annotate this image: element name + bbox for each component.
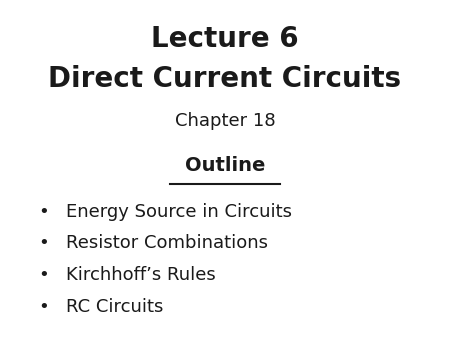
- Text: •: •: [38, 266, 49, 284]
- Text: Direct Current Circuits: Direct Current Circuits: [49, 65, 401, 93]
- Text: Chapter 18: Chapter 18: [175, 112, 275, 130]
- Text: Energy Source in Circuits: Energy Source in Circuits: [66, 202, 292, 220]
- Text: •: •: [38, 202, 49, 220]
- Text: •: •: [38, 234, 49, 252]
- Text: Resistor Combinations: Resistor Combinations: [66, 234, 268, 252]
- Text: RC Circuits: RC Circuits: [66, 298, 163, 316]
- Text: Lecture 6: Lecture 6: [151, 25, 299, 53]
- Text: Outline: Outline: [185, 155, 265, 175]
- Text: •: •: [38, 298, 49, 316]
- Text: Kirchhoff’s Rules: Kirchhoff’s Rules: [66, 266, 215, 284]
